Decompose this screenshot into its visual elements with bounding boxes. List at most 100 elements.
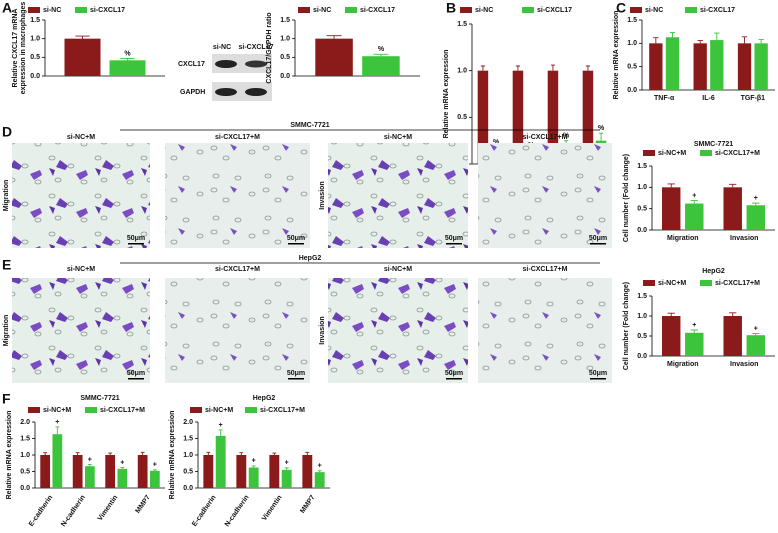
x-tick-label: Vimentin [97,494,120,522]
scale-bar [288,243,304,245]
blot-frame [212,54,272,73]
error-bar [669,32,676,38]
column-label: si-CXCL17+M [215,134,260,141]
significance-mark: + [153,462,157,469]
y-tick-label: 1.0 [637,184,647,191]
y-axis-label: Relative mRNA expression [443,50,450,139]
scale-bar [288,378,304,380]
micrograph [165,143,310,248]
chart-title: SMMC-7721 [694,141,733,148]
bar [236,455,247,488]
y-tick-label: 0.5 [457,114,467,121]
y-tick-label: 2.0 [20,419,30,426]
significance-mark: + [285,460,289,467]
error-bar [251,465,256,468]
bar [710,40,724,90]
y-tick-label: 0.5 [627,64,637,71]
bar [203,455,214,488]
error-bar [206,451,211,455]
bar [746,335,766,356]
error-bar [752,202,760,206]
panel-label: A [2,0,12,16]
x-tick-label: MMP7 [299,494,316,515]
bar [314,472,325,488]
x-tick-label: Migration [667,235,699,242]
error-bar [284,467,289,470]
bar [746,205,766,230]
column-label: si-NC+M [67,134,95,141]
error-bar [741,36,748,44]
error-bar [239,452,244,455]
error-bar [585,65,591,71]
assay-label: Invasion [319,316,326,344]
y-tick-label: 1.5 [627,17,637,24]
y-axis-label: Relative mRNA expression [613,11,620,100]
bar [693,43,707,90]
scale-label: 50μm [127,370,145,377]
bar [685,332,704,356]
y-tick-label: 0.5 [280,54,290,61]
scale-label: 50μm [127,235,145,242]
y-tick-label: 1.5 [183,435,193,442]
error-bar [758,39,764,44]
legend-swatch [700,150,712,156]
y-tick-label: 0.0 [627,87,637,94]
y-axis-label: Cell number (Fold change) [623,154,630,242]
legend-swatch [85,407,97,413]
error-bar [326,35,342,39]
bar [40,455,51,488]
x-tick-label: TNF-α [654,95,675,102]
significance-mark: + [55,419,59,426]
panel-label: B [446,0,456,16]
y-axis-label: Relative CXCL17 mRNA [12,9,19,88]
bar [215,435,226,488]
legend-swatch [28,407,40,413]
error-bar [667,183,675,188]
blot-row: CXCL17 [178,61,205,68]
blot-band [215,60,237,68]
blot-band [215,88,237,96]
error-bar [373,53,389,57]
x-tick-label: MMP7 [135,494,152,515]
legend-swatch [460,7,472,13]
x-tick-label: Vimentin [261,494,284,522]
bar [269,455,280,488]
legend-swatch [630,7,642,13]
significance-mark: + [692,322,696,329]
assay-label: Migration [3,315,10,347]
scale-label: 50μm [287,370,305,377]
bar [665,37,680,90]
error-bar [120,58,135,61]
legend-swatch [28,7,40,13]
bar [661,187,681,230]
error-bar [120,467,125,469]
legend-label: si-NC+M [658,150,686,157]
error-bar [55,426,60,435]
error-bar [515,65,521,71]
blot-lane: si-CXCL17 [238,44,273,51]
error-bar [480,65,486,71]
legend-swatch [298,7,310,13]
y-tick-label: 0.0 [280,73,290,80]
error-bar [598,132,604,141]
bar [105,455,116,488]
y-tick-label: 1.0 [183,452,193,459]
bar [248,467,259,488]
blot-band [245,88,267,96]
blot-row: GAPDH [180,89,205,96]
legend-label: si-CXCL17 [90,7,125,14]
scale-bar [446,243,462,245]
y-tick-label: 1.5 [637,163,647,170]
legend-swatch [522,7,534,13]
legend-label: si-CXCL17+M [100,407,145,414]
bar [661,316,681,356]
error-bar [729,312,737,316]
bar [685,203,704,230]
error-bar [87,464,92,467]
legend-label: si-NC [475,7,493,14]
scale-label: 50μm [589,370,607,377]
bar [477,70,489,164]
bar [754,43,768,90]
legend-label: si-CXCL17 [700,7,735,14]
